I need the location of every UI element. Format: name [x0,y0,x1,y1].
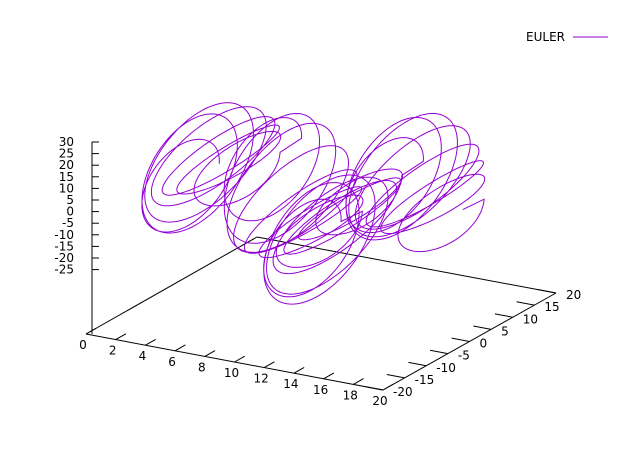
x-tick [115,333,127,341]
y-tick-label: -10 [436,361,456,375]
x-tick [234,355,246,363]
x-tick [382,383,394,391]
x-tick-label: 14 [283,377,298,391]
z-tick-label: -10 [54,228,74,242]
back-axis-left [85,236,258,335]
y-tick [365,386,384,391]
y-tick [408,361,427,367]
y-tick [516,301,535,306]
x-tick [85,327,97,335]
z-tick-label: -15 [54,239,74,253]
legend: EULER [526,30,608,44]
x-tick-label: 20 [372,394,387,408]
y-tick-label: -5 [458,349,470,363]
x-tick-label: 10 [224,366,239,380]
y-tick [494,313,513,318]
axis-ticks [85,141,557,391]
y-tick-label: 20 [566,288,581,302]
x-tick [323,372,335,380]
x-tick [293,366,305,374]
x-tick [145,338,156,346]
y-tick [473,325,492,330]
y-tick-label: 10 [523,312,538,326]
x-tick [263,361,275,369]
x-tick-label: 4 [139,349,147,363]
z-tick-label: -5 [62,216,74,230]
z-tick-label: 5 [66,193,74,207]
y-tick [429,349,448,355]
z-tick-label: 20 [59,158,74,172]
y-tick-label: 15 [544,300,559,314]
x-tick [174,344,186,352]
z-tick-label: 0 [66,205,74,219]
x-tick-label: 6 [168,355,176,369]
back-axis-right [256,236,557,294]
z-tick-label: 30 [59,135,74,149]
y-tick-label: -15 [415,373,435,387]
x-tick [204,350,216,357]
z-tick-label: 15 [59,170,74,184]
y-tick-label: 0 [480,337,488,351]
z-tick-label: 25 [59,147,74,161]
x-tick-label: 0 [79,338,87,352]
y-tick [386,374,405,379]
z-tick-label: -25 [54,263,74,277]
x-tick-label: 2 [109,344,117,358]
x-tick [353,378,364,385]
z-tick-label: -20 [54,251,74,265]
x-tick-label: 12 [254,372,269,386]
y-tick [451,337,470,342]
x-tick-label: 18 [343,388,358,402]
legend-label: EULER [526,30,565,44]
y-tick-label: -20 [393,385,413,399]
y-tick-label: 5 [501,324,509,338]
x-tick-label: 16 [313,383,328,397]
z-tick-label: 10 [59,181,74,195]
y-tick [538,289,557,294]
x-tick-label: 8 [198,360,206,374]
series-euler-line [141,102,486,305]
